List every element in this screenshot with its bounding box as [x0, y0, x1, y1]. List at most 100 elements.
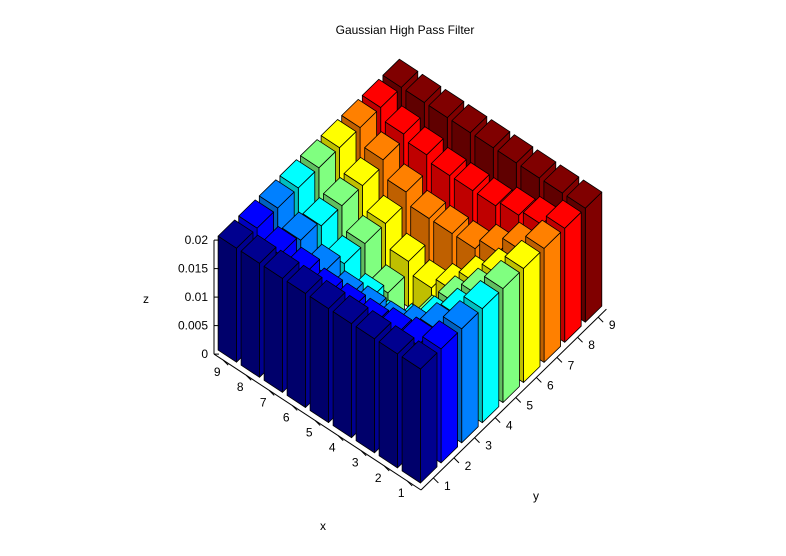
bar-face-top [382, 58, 419, 88]
y-tick [597, 316, 604, 323]
y-tick-label: 1 [444, 479, 451, 493]
x-tick-label: 7 [260, 395, 267, 409]
bar-face-y [286, 280, 306, 408]
bar-face-y [217, 235, 237, 363]
y-tick [494, 417, 501, 423]
y-tick-label: 7 [568, 358, 575, 372]
x-tick-label: 6 [283, 410, 290, 424]
bar-face-top [499, 186, 536, 216]
bar-face-top [405, 73, 442, 103]
bar-face-top [504, 239, 541, 269]
bar-face-y [309, 296, 329, 424]
bar-face-x [502, 272, 520, 404]
x-tick [291, 405, 298, 411]
y-tick [515, 397, 522, 403]
x-tick [406, 480, 413, 487]
bar-face-top [389, 232, 426, 262]
bar-face-top [566, 179, 603, 209]
bar-face-top [309, 279, 346, 310]
bar-face-x [440, 332, 459, 464]
bar-face-top [217, 219, 254, 249]
y-tick [536, 377, 542, 383]
bar-face-x [584, 191, 603, 323]
bars-group [217, 58, 603, 484]
bar-face-top [476, 177, 513, 207]
bar-face-x [461, 312, 479, 444]
x-axis-label: x [320, 519, 326, 533]
bar-face-top [355, 310, 392, 340]
bar-face-top [433, 204, 470, 235]
bar-face-top [497, 134, 534, 164]
bar-face-top [545, 199, 582, 229]
bar-face-y [240, 250, 260, 378]
bar-face-top [401, 340, 438, 370]
y-tick-label: 4 [506, 419, 513, 433]
bar-face-top [258, 179, 295, 209]
bar-face-top [332, 295, 369, 325]
bar-face-x [543, 231, 561, 363]
y-tick-label: 8 [588, 338, 595, 352]
x-tick-label: 8 [237, 380, 244, 394]
z-axis-label: z [143, 292, 149, 306]
bar-face-top [300, 139, 336, 169]
bar-face-top [240, 234, 277, 264]
bar-face-y [378, 341, 398, 469]
bar-face-top [361, 78, 398, 108]
y-tick-label: 5 [526, 399, 533, 413]
bar-face-top [422, 320, 459, 350]
x-tick [222, 359, 229, 366]
x-axis-line [213, 353, 422, 491]
chart-title: Gaussian High Pass Filter [336, 23, 475, 37]
x-tick [383, 465, 390, 472]
bar-face-top [428, 89, 465, 118]
y-tick [474, 437, 480, 444]
y-tick [453, 457, 460, 464]
y-tick-label: 3 [485, 439, 492, 453]
bar-face-top [302, 197, 339, 227]
bar-face-top [281, 211, 318, 241]
bar-face-top [451, 104, 488, 134]
bar-face-top [341, 99, 378, 128]
y-tick-label: 2 [465, 459, 472, 473]
x-tick [337, 435, 344, 441]
bar-face-top [387, 163, 424, 193]
bar-face-x [481, 292, 500, 424]
bar-face-y [263, 265, 283, 393]
y-tick-label: 6 [547, 378, 554, 392]
x-tick [314, 420, 321, 426]
bar-face-top [484, 259, 520, 290]
z-tick-label: 0.01 [185, 290, 209, 304]
bar-face-top [378, 325, 415, 355]
bar-face-top [279, 159, 316, 189]
x-tick-label: 3 [352, 456, 359, 470]
bar-face-top [366, 194, 403, 224]
x-tick [245, 374, 252, 381]
bar-face-y [355, 326, 375, 454]
bar-face-top [407, 126, 444, 156]
x-tick-label: 1 [398, 486, 405, 500]
bar-face-top [238, 199, 275, 229]
bar-face-top [364, 131, 401, 161]
bar-face-top [320, 119, 357, 149]
bar-face-y [401, 356, 421, 484]
bar-face-top [346, 214, 382, 245]
z-tick-label: 0 [201, 347, 208, 361]
z-tick-label: 0.015 [178, 262, 208, 276]
y-tick [577, 336, 583, 343]
bar-face-top [520, 149, 557, 179]
bar-face-top [286, 264, 323, 294]
bar-face-top [474, 119, 511, 149]
y-tick-label: 9 [609, 318, 616, 332]
bar-face-x [523, 251, 541, 383]
z-tick-label: 0.005 [178, 319, 208, 333]
bar-face-top [263, 249, 300, 279]
y-axis-label: y [533, 489, 539, 503]
bar-face-x [420, 352, 438, 484]
bar-face-top [463, 280, 500, 310]
x-tick-label: 2 [375, 471, 382, 485]
y-tick [433, 477, 439, 484]
bar-face-x [564, 211, 582, 343]
bar-face-top [442, 300, 479, 330]
